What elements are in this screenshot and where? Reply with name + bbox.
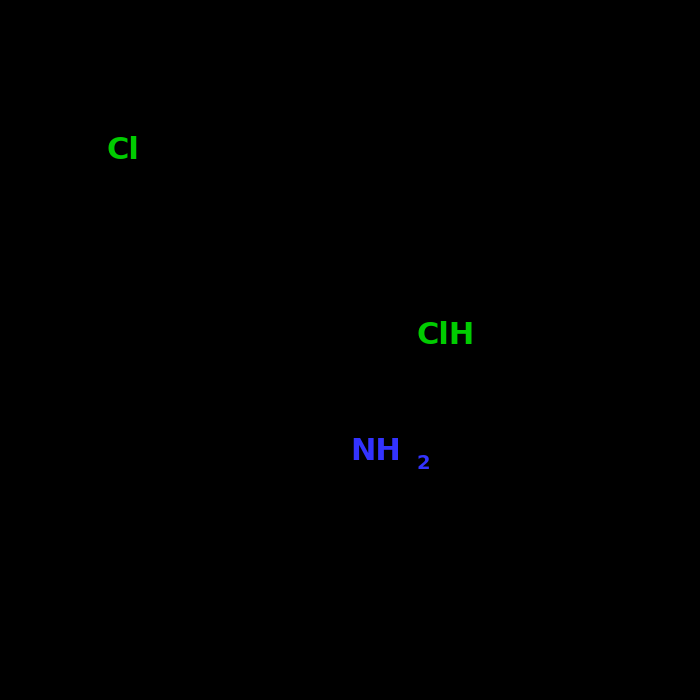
Text: Cl: Cl [106, 136, 139, 165]
Text: NH: NH [350, 437, 400, 466]
Text: ClH: ClH [416, 321, 475, 351]
Text: 2: 2 [416, 454, 430, 473]
